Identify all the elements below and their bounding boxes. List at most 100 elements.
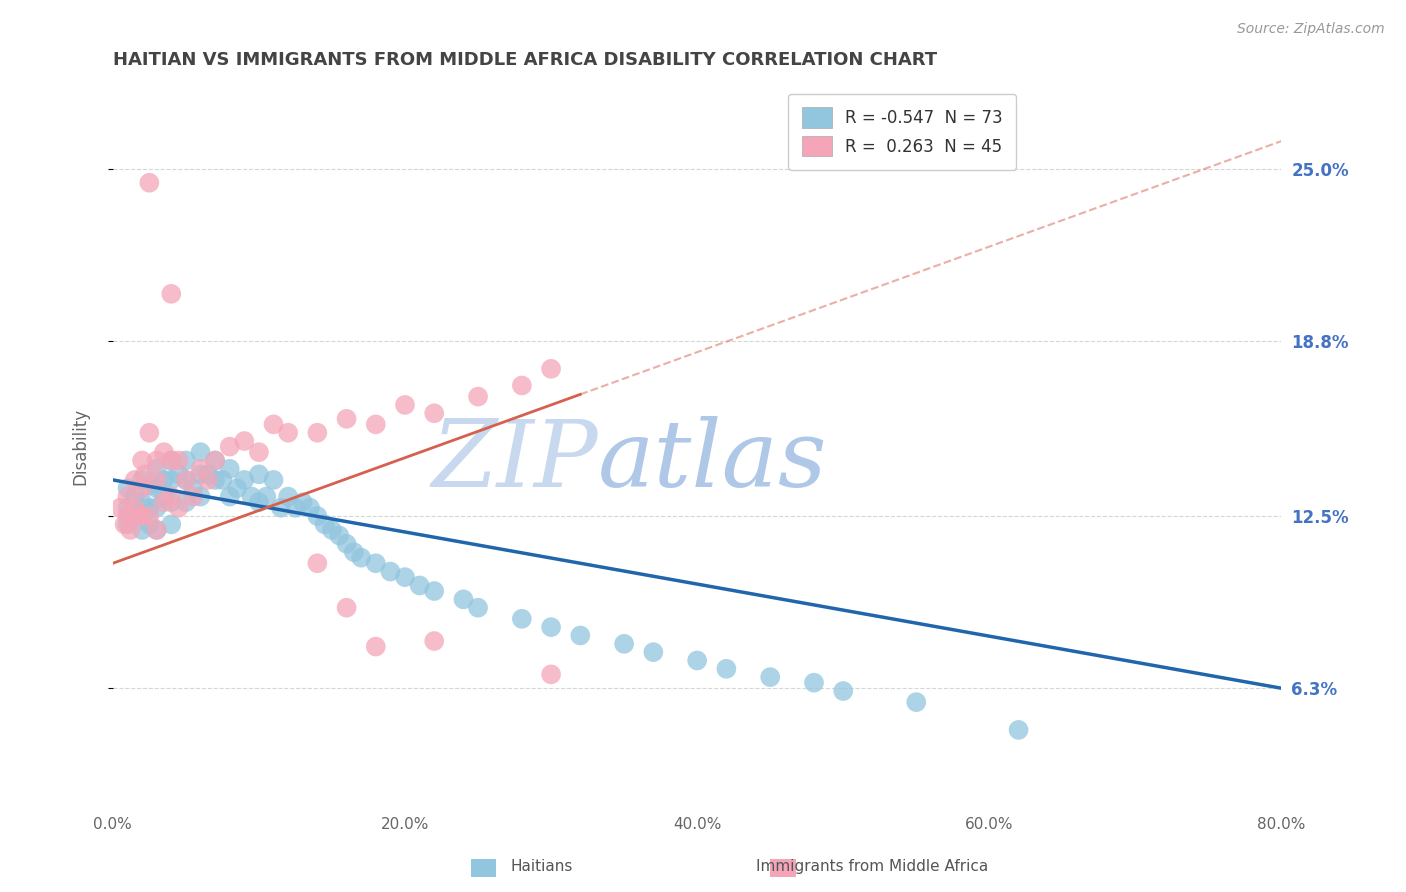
Point [145,500,167,515]
Point [153,495,176,509]
Point [204,473,226,487]
Text: Source: ZipAtlas.com: Source: ZipAtlas.com [1237,22,1385,37]
Point [114,517,136,532]
Legend: R = -0.547  N = 73, R =  0.263  N = 45: R = -0.547 N = 73, R = 0.263 N = 45 [789,94,1017,169]
Point [190,467,212,482]
Point [307,509,329,524]
Point [145,473,167,487]
Point [467,600,489,615]
Point [153,473,176,487]
Point [197,467,219,482]
Point [314,517,336,532]
Point [131,481,153,495]
Point [131,523,153,537]
Point [174,473,197,487]
Point [128,509,150,524]
Point [218,440,240,454]
Point [263,417,285,432]
Point [716,662,738,676]
Point [240,490,263,504]
Point [131,453,153,467]
Point [138,425,160,440]
Point [160,517,183,532]
Point [394,398,416,412]
Point [467,390,489,404]
Point [343,545,366,559]
Point [167,453,190,467]
Point [108,500,131,515]
Point [247,467,270,482]
Point [117,481,139,495]
Point [335,412,357,426]
Point [226,481,249,495]
Point [160,490,183,504]
Point [181,490,204,504]
Point [117,490,139,504]
Point [364,417,387,432]
Point [254,490,277,504]
Point [124,490,146,504]
Point [364,556,387,570]
Point [117,500,139,515]
Point [131,473,153,487]
Point [350,550,373,565]
Point [145,462,167,476]
Text: atlas: atlas [598,416,827,506]
Point [153,445,176,459]
Point [1007,723,1029,737]
Point [190,490,212,504]
Point [138,176,160,190]
Point [131,506,153,520]
Point [145,523,167,537]
Point [134,467,156,482]
Point [160,495,183,509]
Text: Haitians: Haitians [510,859,572,874]
Point [233,473,256,487]
Point [905,695,928,709]
Point [160,453,183,467]
Point [218,462,240,476]
Point [153,490,176,504]
Point [174,453,197,467]
Point [832,684,855,698]
Text: ZIP: ZIP [432,416,598,506]
Point [270,500,292,515]
Point [423,584,446,599]
Point [540,620,562,634]
Point [408,578,430,592]
Point [181,481,204,495]
Text: Immigrants from Middle Africa: Immigrants from Middle Africa [755,859,988,874]
Point [759,670,782,684]
Point [284,500,307,515]
Point [204,453,226,467]
Point [138,509,160,524]
Point [540,667,562,681]
Point [328,528,350,542]
Point [247,445,270,459]
Point [145,523,167,537]
Point [364,640,387,654]
Point [613,637,636,651]
Point [124,500,146,515]
Point [117,509,139,524]
Point [160,453,183,467]
Point [138,517,160,532]
Point [686,653,709,667]
Point [218,490,240,504]
Point [167,500,190,515]
Point [380,565,402,579]
Point [335,600,357,615]
Point [124,473,146,487]
Point [510,378,533,392]
Point [120,523,142,537]
Point [321,523,343,537]
Point [277,490,299,504]
Point [190,445,212,459]
Point [160,473,183,487]
Point [263,473,285,487]
Point [247,495,270,509]
Point [423,634,446,648]
Point [145,481,167,495]
Point [233,434,256,448]
Point [803,675,825,690]
